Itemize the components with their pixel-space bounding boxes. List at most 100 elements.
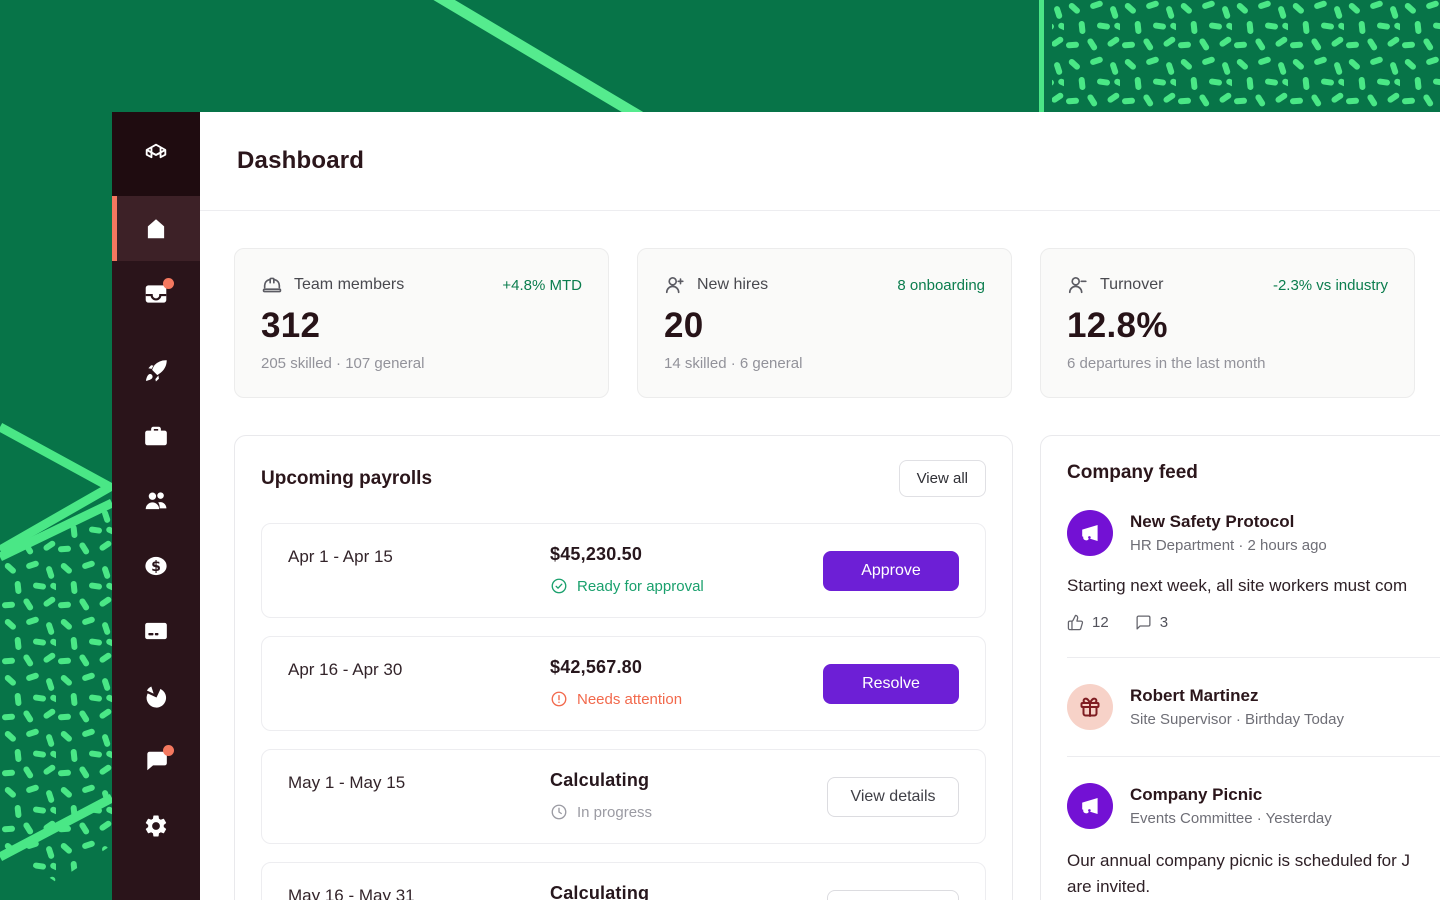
comment-button[interactable]: 3 (1135, 614, 1168, 631)
hard-hat-icon (262, 277, 282, 293)
payroll-amount: $45,230.50 (550, 544, 643, 564)
chat-icon (143, 744, 174, 774)
user-plus-icon (665, 277, 684, 294)
app-logo[interactable] (112, 112, 200, 196)
divider (1067, 755, 1440, 757)
feed-item[interactable]: Company Picnic Events Committee · Yester… (1067, 782, 1440, 899)
feed-item-meta: Events Committee · Yesterday (1130, 809, 1332, 827)
sidebar-item-messages[interactable] (112, 728, 200, 793)
sidebar-item-rocket[interactable] (112, 338, 200, 403)
feed-item-meta: Site Supervisor · Birthday Today (1130, 710, 1344, 728)
sidebar-item-home[interactable] (112, 196, 200, 261)
payroll-row: May 1 - May 15 Calculating In progress V… (261, 749, 986, 844)
briefcase-icon (143, 423, 169, 449)
clock-icon (551, 804, 567, 820)
stat-card-turnover: Turnover -2.3% vs industry 12.8% 6 depar… (1040, 248, 1415, 398)
payroll-period: Apr 16 - Apr 30 (288, 660, 403, 679)
stat-delta: +4.8% MTD (502, 276, 582, 294)
payroll-row: Apr 16 - Apr 30 $42,567.80 Needs attenti… (261, 636, 986, 731)
payroll-amount: Calculating (550, 883, 650, 900)
sidebar-item-settings[interactable] (112, 793, 200, 858)
sidebar: $ (112, 112, 200, 900)
feed-item-body: Our annual company picnic is scheduled f… (1067, 850, 1411, 870)
main-content: Dashboard Team members +4.8% MTD 312 205… (200, 112, 1440, 900)
view-details-button[interactable]: View details (827, 889, 959, 900)
payroll-status: In progress (577, 803, 653, 821)
gift-icon (1080, 697, 1100, 717)
notification-dot (163, 277, 174, 289)
comment-icon (1136, 615, 1151, 630)
sidebar-item-jobs[interactable] (112, 403, 200, 468)
feed-item[interactable]: New Safety Protocol HR Department · 2 ho… (1067, 510, 1440, 658)
pie-chart-icon (143, 683, 169, 709)
stat-value: 312 (261, 306, 321, 345)
announcement-avatar (1067, 782, 1113, 829)
stat-subtext: 6 departures in the last month (1067, 355, 1266, 372)
thumbs-up-icon (1067, 614, 1084, 631)
stat-card-team-members: Team members +4.8% MTD 312 205 skilled ·… (234, 248, 609, 398)
logo-icon (143, 141, 169, 167)
company-feed-card: Company feed New Safety Protocol HR Depa… (1040, 435, 1440, 900)
page-title: Dashboard (237, 147, 365, 174)
inbox-icon (143, 277, 174, 307)
stat-delta: -2.3% vs industry (1272, 276, 1388, 294)
notification-dot (163, 744, 174, 756)
payroll-row: May 16 - May 31 Calculating View details (261, 862, 986, 900)
divider (1067, 656, 1440, 658)
approve-button[interactable]: Approve (823, 550, 959, 591)
user-minus-icon (1068, 277, 1087, 294)
sidebar-item-inbox[interactable] (112, 261, 200, 326)
upcoming-payrolls-card: Upcoming payrolls View all Apr 1 - Apr 1… (234, 435, 1013, 900)
payroll-amount: $42,567.80 (550, 657, 643, 677)
payroll-period: May 1 - May 15 (288, 773, 406, 792)
payroll-status: Needs attention (577, 690, 683, 708)
feed-item-body: Starting next week, all site workers mus… (1067, 576, 1408, 595)
payroll-row: Apr 1 - Apr 15 $45,230.50 Ready for appr… (261, 523, 986, 618)
sidebar-item-reports[interactable] (112, 663, 200, 728)
feed-title: Company feed (1067, 462, 1198, 483)
comment-count: 3 (1159, 613, 1169, 631)
page-header: Dashboard (200, 112, 1440, 211)
payroll-status: Ready for approval (577, 577, 704, 595)
payroll-period: May 16 - May 31 (288, 886, 415, 900)
sidebar-item-team[interactable] (112, 468, 200, 533)
feed-item-title: Company Picnic (1130, 784, 1263, 804)
credit-card-icon (143, 618, 169, 644)
feed-item-title: New Safety Protocol (1130, 512, 1295, 531)
feed-item-meta: HR Department · 2 hours ago (1130, 537, 1327, 554)
stat-value: 12.8% (1067, 306, 1168, 345)
stats-row: Team members +4.8% MTD 312 205 skilled ·… (234, 248, 1415, 398)
gear-icon (143, 813, 169, 839)
announcement-avatar (1067, 510, 1113, 556)
stat-subtext: 14 skilled · 6 general (664, 355, 803, 372)
feed-item-title: Robert Martinez (1130, 685, 1259, 705)
like-count: 12 (1092, 613, 1109, 631)
sidebar-item-cards[interactable] (112, 598, 200, 663)
check-circle-icon (551, 578, 567, 594)
stat-card-new-hires: New hires 8 onboarding 20 14 skilled · 6… (637, 248, 1012, 398)
home-icon (143, 216, 169, 242)
megaphone-icon (1082, 525, 1098, 541)
team-icon (143, 488, 169, 514)
stat-value: 20 (664, 306, 704, 345)
sidebar-item-payroll[interactable]: $ (112, 533, 200, 598)
feed-item[interactable]: Robert Martinez Site Supervisor · Birthd… (1067, 683, 1440, 757)
feed-item-body: are invited. (1067, 876, 1151, 896)
view-details-button[interactable]: View details (827, 776, 959, 817)
stat-label: Team members (294, 276, 405, 293)
payrolls-title: Upcoming payrolls (261, 467, 433, 489)
payroll-amount: Calculating (550, 770, 650, 790)
rocket-icon (143, 358, 169, 384)
view-all-button[interactable]: View all (898, 460, 986, 497)
resolve-button[interactable]: Resolve (823, 663, 959, 704)
stat-subtext: 205 skilled · 107 general (261, 355, 425, 372)
alert-circle-icon (551, 691, 567, 707)
megaphone-icon (1082, 797, 1098, 814)
svg-text:$: $ (151, 558, 161, 574)
payroll-period: Apr 1 - Apr 15 (288, 547, 393, 566)
stat-delta: 8 onboarding (897, 276, 985, 294)
like-button[interactable]: 12 (1067, 614, 1109, 631)
birthday-avatar (1067, 683, 1113, 730)
stat-label: New hires (697, 276, 769, 293)
